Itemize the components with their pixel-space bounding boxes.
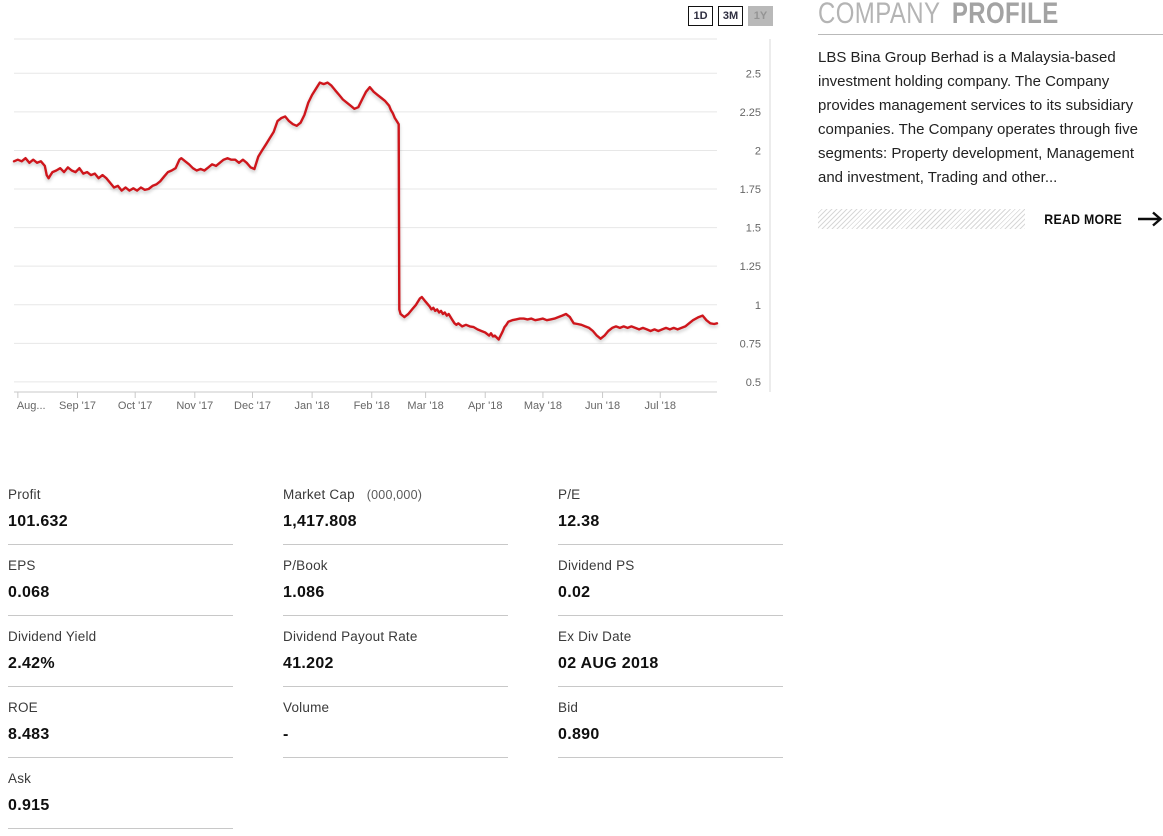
range-selector: 1D 3M 1Y [688,6,773,26]
stat-label: P/E [558,487,581,502]
stat-eps: EPS 0.068 [8,558,233,616]
stat-label: Volume [283,700,330,715]
y-axis-label: 0.75 [740,338,761,350]
stat-value: 8.483 [8,726,50,743]
x-axis-label: Nov '17 [176,400,213,412]
x-axis-label: Jul '18 [645,400,676,412]
company-profile-panel: COMPANY PROFILE LBS Bina Group Berhad is… [818,0,1163,229]
stat-label: ROE [8,700,38,715]
stat-market-cap: Market Cap (000,000) 1,417.808 [283,487,508,545]
x-axis-label: Jun '18 [585,400,620,412]
stat-label: Dividend Yield [8,629,97,644]
x-axis-label: Dec '17 [234,400,271,412]
y-axis-label: 1.75 [740,184,761,196]
arrow-right-icon [1137,211,1163,227]
range-button-1d[interactable]: 1D [688,6,713,26]
company-profile-heading: COMPANY PROFILE [818,0,1163,35]
y-axis-label: 1.25 [740,261,761,273]
stat-label: Ask [8,771,32,786]
stat-label: Market Cap (000,000) [283,487,423,502]
range-button-3m[interactable]: 3M [718,6,743,26]
stat-label: EPS [8,558,36,573]
read-more-link[interactable]: READ MORE [818,209,1163,229]
x-axis-label: Mar '18 [407,400,443,412]
stat-profit: Profit 101.632 [8,487,233,545]
stat-label: Dividend PS [558,558,635,573]
stat-value: 12.38 [558,513,600,530]
x-axis-label: Aug... [17,400,46,412]
x-axis-label: May '18 [524,400,562,412]
range-button-1y[interactable]: 1Y [748,6,773,26]
y-axis-label: 2.25 [740,107,761,119]
stat-label: Dividend Payout Rate [283,629,418,644]
stat-p-e: P/E 12.38 [558,487,783,545]
stat-label: P/Book [283,558,328,573]
stat-value: 101.632 [8,513,68,530]
stat-bid: Bid 0.890 [558,700,783,758]
read-more-label: READ MORE [1044,211,1122,227]
stat-value: 0.068 [8,584,50,601]
stat-value: 1,417.808 [283,513,357,530]
price-line-series[interactable] [12,81,719,341]
stat-dividend-yield: Dividend Yield 2.42% [8,629,233,687]
y-axis-label: 2.5 [746,68,761,80]
stat-value: 41.202 [283,655,334,672]
stat-dividend-ps: Dividend PS 0.02 [558,558,783,616]
heading-bold: PROFILE [951,0,1059,30]
stat-dividend-payout-rate: Dividend Payout Rate 41.202 [283,629,508,687]
stat-label: Profit [8,487,41,502]
stat-value: 02 AUG 2018 [558,655,659,672]
x-axis-label: Oct '17 [118,400,153,412]
stat-value: 0.890 [558,726,600,743]
x-axis-label: Apr '18 [468,400,503,412]
stat-value: - [283,726,289,743]
stat-roe: ROE 8.483 [8,700,233,758]
y-axis-label: 1.5 [746,223,761,235]
stat-value: 2.42% [8,655,55,672]
y-axis-label: 1 [755,300,761,312]
price-chart[interactable]: 2.5 2.25 2 1.75 1.5 1.25 1 0.75 0.5 Aug... Sep '17… [0,0,790,430]
hatch-divider [818,209,1025,229]
stat-label: Bid [558,700,579,715]
company-description: LBS Bina Group Berhad is a Malaysia-base… [818,49,1138,186]
key-stats-grid: Profit 101.632 Market Cap (000,000) 1,417.80… [8,487,783,829]
stat-p-book: P/Book 1.086 [283,558,508,616]
x-axis-label: Jan '18 [295,400,330,412]
x-axis-label: Sep '17 [59,400,96,412]
stat-value: 0.02 [558,584,591,601]
y-axis-label: 2 [755,145,761,157]
y-axis-label: 0.5 [746,377,761,389]
stat-ask: Ask 0.915 [8,771,233,829]
stat-value: 1.086 [283,584,325,601]
x-axis-label: Feb '18 [354,400,390,412]
heading-light: COMPANY [818,0,940,30]
stat-ex-div-date: Ex Div Date 02 AUG 2018 [558,629,783,687]
stock-chart-panel: 1D 3M 1Y 2.5 2.25 2 1.75 1.5 1.25 1 0.75 0.5 Aug...… [0,0,790,430]
stat-volume: Volume - [283,700,508,758]
stat-label: Ex Div Date [558,629,632,644]
stat-value: 0.915 [8,797,50,814]
stat-sublabel: (000,000) [366,488,423,502]
